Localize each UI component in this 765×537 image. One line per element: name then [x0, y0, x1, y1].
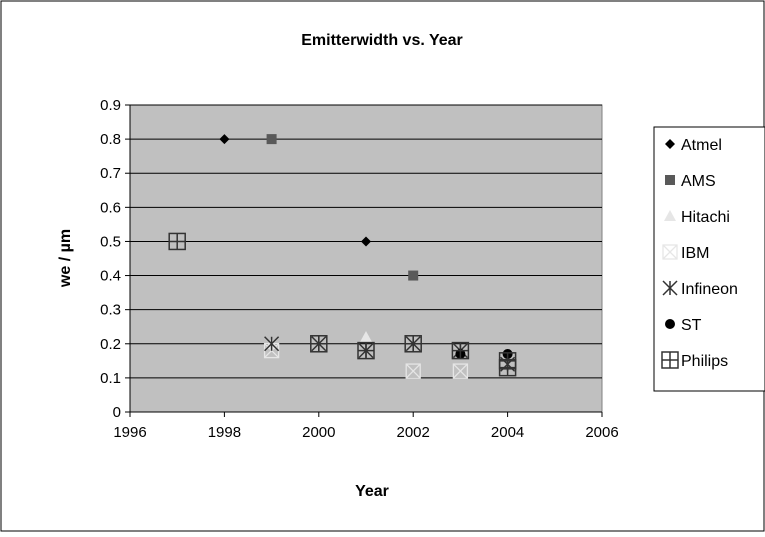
legend-marker-ams [665, 175, 675, 185]
legend-label-st: ST [681, 317, 702, 334]
data-point-philips [404, 335, 422, 353]
x-tick-label: 2006 [585, 424, 618, 441]
y-ticks: 0 0.1 0.2 0.3 0.4 0.5 0.6 0.7 0.8 0.9 [100, 97, 130, 421]
data-point-ibm [452, 363, 469, 379]
x-tick-label: 2004 [491, 424, 524, 441]
plot-area [129, 104, 603, 413]
legend-marker-infineon [662, 280, 678, 296]
legend-marker-atmel [665, 139, 675, 149]
data-point-atmel [361, 236, 371, 247]
y-tick-label: 0.9 [100, 97, 121, 114]
data-point-philips [168, 232, 186, 251]
x-ticks: 1996 1998 2000 2002 2004 2006 [113, 412, 619, 441]
data-point-ams [266, 134, 277, 145]
x-axis-label: Year [355, 483, 389, 500]
chart-title: Emitterwidth vs. Year [301, 32, 463, 49]
data-points [168, 134, 517, 379]
legend-label-ams: AMS [681, 173, 716, 190]
data-point-philips [357, 341, 375, 360]
y-tick-label: 0.2 [100, 336, 121, 353]
data-point-hitachi [360, 330, 372, 342]
y-tick-label: 0.8 [100, 131, 121, 148]
y-tick-label: 0.1 [100, 370, 121, 387]
legend-label-philips: Philips [681, 353, 728, 370]
legend-marker-hitachi [664, 210, 676, 221]
y-tick-label: 0.3 [100, 302, 121, 319]
x-tick-label: 2002 [397, 424, 430, 441]
data-point-philips [451, 341, 470, 360]
y-axis-label: we / µm [57, 229, 74, 288]
data-point-ams [408, 270, 419, 281]
legend-label-ibm: IBM [681, 245, 709, 262]
legend-items: Atmel AMS Hitachi IBM Infineon ST Philips [661, 137, 738, 370]
y-tick-label: 0.6 [100, 199, 121, 216]
legend-label-infineon: Infineon [681, 281, 738, 298]
data-point-ibm [405, 363, 421, 379]
y-tick-label: 0.4 [100, 268, 121, 285]
legend-label-hitachi: Hitachi [681, 209, 730, 226]
y-tick-label: 0.7 [100, 165, 121, 182]
data-point-atmel [219, 134, 230, 145]
y-tick-label: 0 [113, 404, 121, 421]
legend-marker-ibm [662, 244, 678, 260]
gridlines [130, 104, 602, 379]
y-tick-label: 0.5 [100, 233, 121, 250]
data-point-infineon [264, 336, 280, 352]
x-tick-label: 1996 [113, 424, 146, 441]
x-tick-label: 2000 [302, 424, 335, 441]
legend-marker-st [665, 319, 675, 329]
x-tick-label: 1998 [208, 424, 241, 441]
legend-marker-philips [661, 351, 679, 369]
data-point-philips [498, 358, 517, 377]
data-point-philips [310, 335, 328, 353]
legend-label-atmel: Atmel [681, 137, 722, 154]
